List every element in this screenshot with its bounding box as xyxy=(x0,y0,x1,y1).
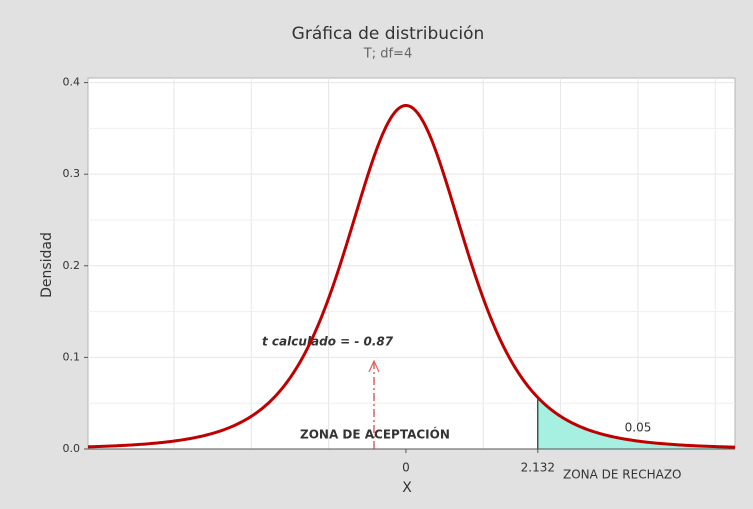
density-curve xyxy=(87,104,736,449)
chart-subtitle: T; df=4 xyxy=(363,47,412,62)
x-axis-label: X xyxy=(402,480,412,496)
y-tick-label: 0.2 xyxy=(63,259,81,272)
rejection-area xyxy=(537,397,735,449)
chart-title: Gráfica de distribución xyxy=(292,24,485,44)
x-tick-label: 2.132 xyxy=(521,461,555,475)
tail-area-label: 0.05 xyxy=(625,421,652,435)
t-arrow-head xyxy=(368,359,380,373)
y-tick-label: 0.3 xyxy=(63,167,81,180)
y-tick-label: 0.0 xyxy=(63,442,81,455)
rejection-label: ZONA DE RECHAZO xyxy=(563,468,682,482)
acceptance-label: ZONA DE ACEPTACIÓN xyxy=(300,427,450,442)
plot-area xyxy=(87,77,736,450)
t-calculated-label: t calculado = - 0.87 xyxy=(262,335,394,349)
y-tick-label: 0.1 xyxy=(63,350,81,363)
y-tick-label: 0.4 xyxy=(63,76,81,89)
x-tick-label: 0 xyxy=(402,461,410,475)
y-axis-label: Densidad xyxy=(39,232,55,298)
